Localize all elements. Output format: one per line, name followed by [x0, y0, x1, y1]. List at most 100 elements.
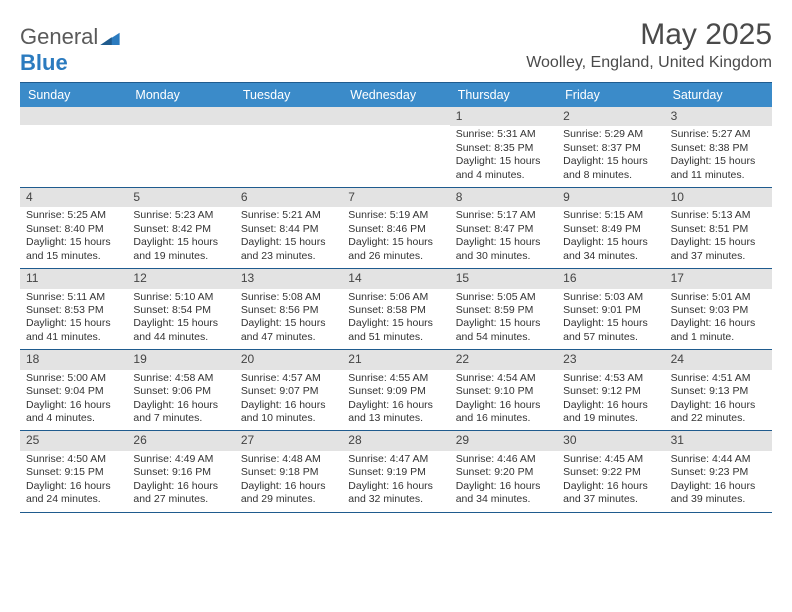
- daylight-text: Daylight: 16 hours: [133, 480, 228, 493]
- daylight-text: and 39 minutes.: [671, 493, 766, 506]
- day-cell: 24Sunrise: 4:51 AMSunset: 9:13 PMDayligh…: [665, 350, 772, 430]
- day-number: 8: [450, 188, 557, 207]
- sunrise-text: Sunrise: 4:44 AM: [671, 453, 766, 466]
- day-cell: 11Sunrise: 5:11 AMSunset: 8:53 PMDayligh…: [20, 269, 127, 349]
- sunset-text: Sunset: 8:46 PM: [348, 223, 443, 236]
- daylight-text: and 11 minutes.: [671, 169, 766, 182]
- day-cell: 23Sunrise: 4:53 AMSunset: 9:12 PMDayligh…: [557, 350, 664, 430]
- daylight-text: Daylight: 15 hours: [456, 155, 551, 168]
- day-cell: 13Sunrise: 5:08 AMSunset: 8:56 PMDayligh…: [235, 269, 342, 349]
- day-number: 7: [342, 188, 449, 207]
- day-cell: [342, 107, 449, 187]
- sunrise-text: Sunrise: 4:51 AM: [671, 372, 766, 385]
- day-cell: 10Sunrise: 5:13 AMSunset: 8:51 PMDayligh…: [665, 188, 772, 268]
- daylight-text: Daylight: 16 hours: [133, 399, 228, 412]
- daylight-text: and 7 minutes.: [133, 412, 228, 425]
- daylight-text: Daylight: 15 hours: [133, 317, 228, 330]
- sunrise-text: Sunrise: 4:57 AM: [241, 372, 336, 385]
- day-header-wed: Wednesday: [342, 83, 449, 107]
- daylight-text: and 22 minutes.: [671, 412, 766, 425]
- day-cell: 1Sunrise: 5:31 AMSunset: 8:35 PMDaylight…: [450, 107, 557, 187]
- daylight-text: and 27 minutes.: [133, 493, 228, 506]
- sunrise-text: Sunrise: 5:01 AM: [671, 291, 766, 304]
- day-number: 3: [665, 107, 772, 126]
- sunrise-text: Sunrise: 5:11 AM: [26, 291, 121, 304]
- sunset-text: Sunset: 8:53 PM: [26, 304, 121, 317]
- day-header-row: Sunday Monday Tuesday Wednesday Thursday…: [20, 83, 772, 107]
- day-number: 27: [235, 431, 342, 450]
- day-cell: 29Sunrise: 4:46 AMSunset: 9:20 PMDayligh…: [450, 431, 557, 511]
- day-header-sat: Saturday: [665, 83, 772, 107]
- day-header-fri: Friday: [557, 83, 664, 107]
- day-cell: 3Sunrise: 5:27 AMSunset: 8:38 PMDaylight…: [665, 107, 772, 187]
- daylight-text: and 13 minutes.: [348, 412, 443, 425]
- daylight-text: and 54 minutes.: [456, 331, 551, 344]
- title-block: May 2025 Woolley, England, United Kingdo…: [526, 18, 772, 72]
- day-number: [127, 107, 234, 125]
- daylight-text: Daylight: 15 hours: [671, 155, 766, 168]
- sunset-text: Sunset: 9:22 PM: [563, 466, 658, 479]
- daylight-text: and 15 minutes.: [26, 250, 121, 263]
- daylight-text: and 37 minutes.: [671, 250, 766, 263]
- day-number: 25: [20, 431, 127, 450]
- sunrise-text: Sunrise: 5:03 AM: [563, 291, 658, 304]
- day-cell: 7Sunrise: 5:19 AMSunset: 8:46 PMDaylight…: [342, 188, 449, 268]
- week-row: 11Sunrise: 5:11 AMSunset: 8:53 PMDayligh…: [20, 269, 772, 350]
- calendar-page: GeneralBlue May 2025 Woolley, England, U…: [0, 0, 792, 523]
- week-row: 25Sunrise: 4:50 AMSunset: 9:15 PMDayligh…: [20, 431, 772, 512]
- daylight-text: Daylight: 15 hours: [26, 317, 121, 330]
- day-number: 13: [235, 269, 342, 288]
- sunset-text: Sunset: 9:06 PM: [133, 385, 228, 398]
- day-cell: 20Sunrise: 4:57 AMSunset: 9:07 PMDayligh…: [235, 350, 342, 430]
- sunrise-text: Sunrise: 5:25 AM: [26, 209, 121, 222]
- sunset-text: Sunset: 8:51 PM: [671, 223, 766, 236]
- day-number: 14: [342, 269, 449, 288]
- sunrise-text: Sunrise: 5:06 AM: [348, 291, 443, 304]
- daylight-text: and 19 minutes.: [133, 250, 228, 263]
- day-number: 18: [20, 350, 127, 369]
- daylight-text: Daylight: 15 hours: [348, 317, 443, 330]
- day-number: 30: [557, 431, 664, 450]
- daylight-text: Daylight: 15 hours: [26, 236, 121, 249]
- week-row: 4Sunrise: 5:25 AMSunset: 8:40 PMDaylight…: [20, 188, 772, 269]
- sunset-text: Sunset: 8:47 PM: [456, 223, 551, 236]
- day-cell: 22Sunrise: 4:54 AMSunset: 9:10 PMDayligh…: [450, 350, 557, 430]
- day-cell: [20, 107, 127, 187]
- sunrise-text: Sunrise: 5:31 AM: [456, 128, 551, 141]
- daylight-text: and 26 minutes.: [348, 250, 443, 263]
- day-number: 4: [20, 188, 127, 207]
- day-cell: 30Sunrise: 4:45 AMSunset: 9:22 PMDayligh…: [557, 431, 664, 511]
- calendar-table: Sunday Monday Tuesday Wednesday Thursday…: [20, 82, 772, 513]
- week-row: 1Sunrise: 5:31 AMSunset: 8:35 PMDaylight…: [20, 107, 772, 188]
- sunset-text: Sunset: 8:54 PM: [133, 304, 228, 317]
- daylight-text: Daylight: 16 hours: [348, 399, 443, 412]
- day-cell: 2Sunrise: 5:29 AMSunset: 8:37 PMDaylight…: [557, 107, 664, 187]
- sunset-text: Sunset: 9:23 PM: [671, 466, 766, 479]
- daylight-text: and 29 minutes.: [241, 493, 336, 506]
- day-header-mon: Monday: [127, 83, 234, 107]
- day-cell: 12Sunrise: 5:10 AMSunset: 8:54 PMDayligh…: [127, 269, 234, 349]
- sunset-text: Sunset: 8:38 PM: [671, 142, 766, 155]
- daylight-text: Daylight: 16 hours: [563, 399, 658, 412]
- daylight-text: Daylight: 16 hours: [26, 399, 121, 412]
- daylight-text: Daylight: 16 hours: [671, 399, 766, 412]
- sunrise-text: Sunrise: 5:15 AM: [563, 209, 658, 222]
- sunset-text: Sunset: 9:07 PM: [241, 385, 336, 398]
- day-number: 1: [450, 107, 557, 126]
- daylight-text: Daylight: 15 hours: [456, 236, 551, 249]
- daylight-text: and 32 minutes.: [348, 493, 443, 506]
- day-cell: 16Sunrise: 5:03 AMSunset: 9:01 PMDayligh…: [557, 269, 664, 349]
- daylight-text: and 23 minutes.: [241, 250, 336, 263]
- sunrise-text: Sunrise: 4:53 AM: [563, 372, 658, 385]
- day-header-tue: Tuesday: [235, 83, 342, 107]
- brand-text-2: Blue: [20, 50, 68, 75]
- daylight-text: Daylight: 15 hours: [241, 317, 336, 330]
- daylight-text: and 34 minutes.: [456, 493, 551, 506]
- daylight-text: Daylight: 16 hours: [563, 480, 658, 493]
- sunrise-text: Sunrise: 5:17 AM: [456, 209, 551, 222]
- day-cell: 6Sunrise: 5:21 AMSunset: 8:44 PMDaylight…: [235, 188, 342, 268]
- daylight-text: and 41 minutes.: [26, 331, 121, 344]
- daylight-text: and 51 minutes.: [348, 331, 443, 344]
- sunrise-text: Sunrise: 4:48 AM: [241, 453, 336, 466]
- sunset-text: Sunset: 9:19 PM: [348, 466, 443, 479]
